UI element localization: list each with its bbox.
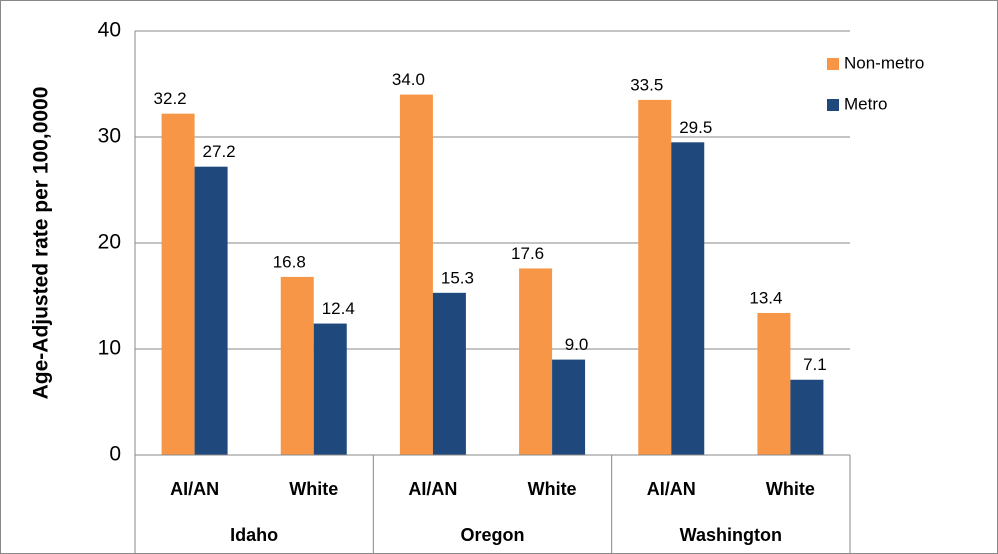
x-tick-label: White [289,479,338,499]
bar [432,292,466,455]
bar [313,323,347,455]
legend-swatch [827,99,839,111]
value-label: 27.2 [203,142,236,161]
value-label: 32.2 [154,89,187,108]
legend-swatch [827,58,839,70]
value-label: 17.6 [511,244,544,263]
bar [638,99,672,456]
legend-label: Non-metro [844,53,924,72]
y-axis-label: Age-Adjusted rate per 100,0000 [30,87,53,400]
bar [757,312,791,455]
value-label: 15.3 [441,268,474,287]
x-tick-label: White [766,479,815,499]
value-label: 16.8 [273,252,306,271]
group-label: Washington [680,525,782,545]
bar [194,166,228,455]
value-label: 34.0 [392,70,425,89]
x-tick-label: AI/AN [408,479,457,499]
group-label: Oregon [460,525,524,545]
x-tick-label: White [528,479,577,499]
y-tick-label: 0 [109,443,121,466]
y-tick-label: 20 [98,231,121,254]
y-tick-label: 40 [98,19,121,42]
y-tick-label: 30 [98,125,121,148]
y-tick-label: 10 [98,337,121,360]
group-label: Idaho [230,525,278,545]
x-tick-label: AI/AN [647,479,696,499]
value-label: 33.5 [630,75,663,94]
value-label: 9.0 [565,335,589,354]
bar [671,142,705,456]
bar [519,268,553,455]
bar [790,379,824,455]
bar [280,276,314,455]
value-label: 7.1 [803,355,827,374]
bar [399,94,433,455]
bar [552,359,586,455]
value-label: 29.5 [679,118,712,137]
legend-label: Metro [844,94,887,113]
bar [161,113,195,456]
value-label: 12.4 [322,299,355,318]
x-tick-label: AI/AN [170,479,219,499]
value-label: 13.4 [749,288,782,307]
